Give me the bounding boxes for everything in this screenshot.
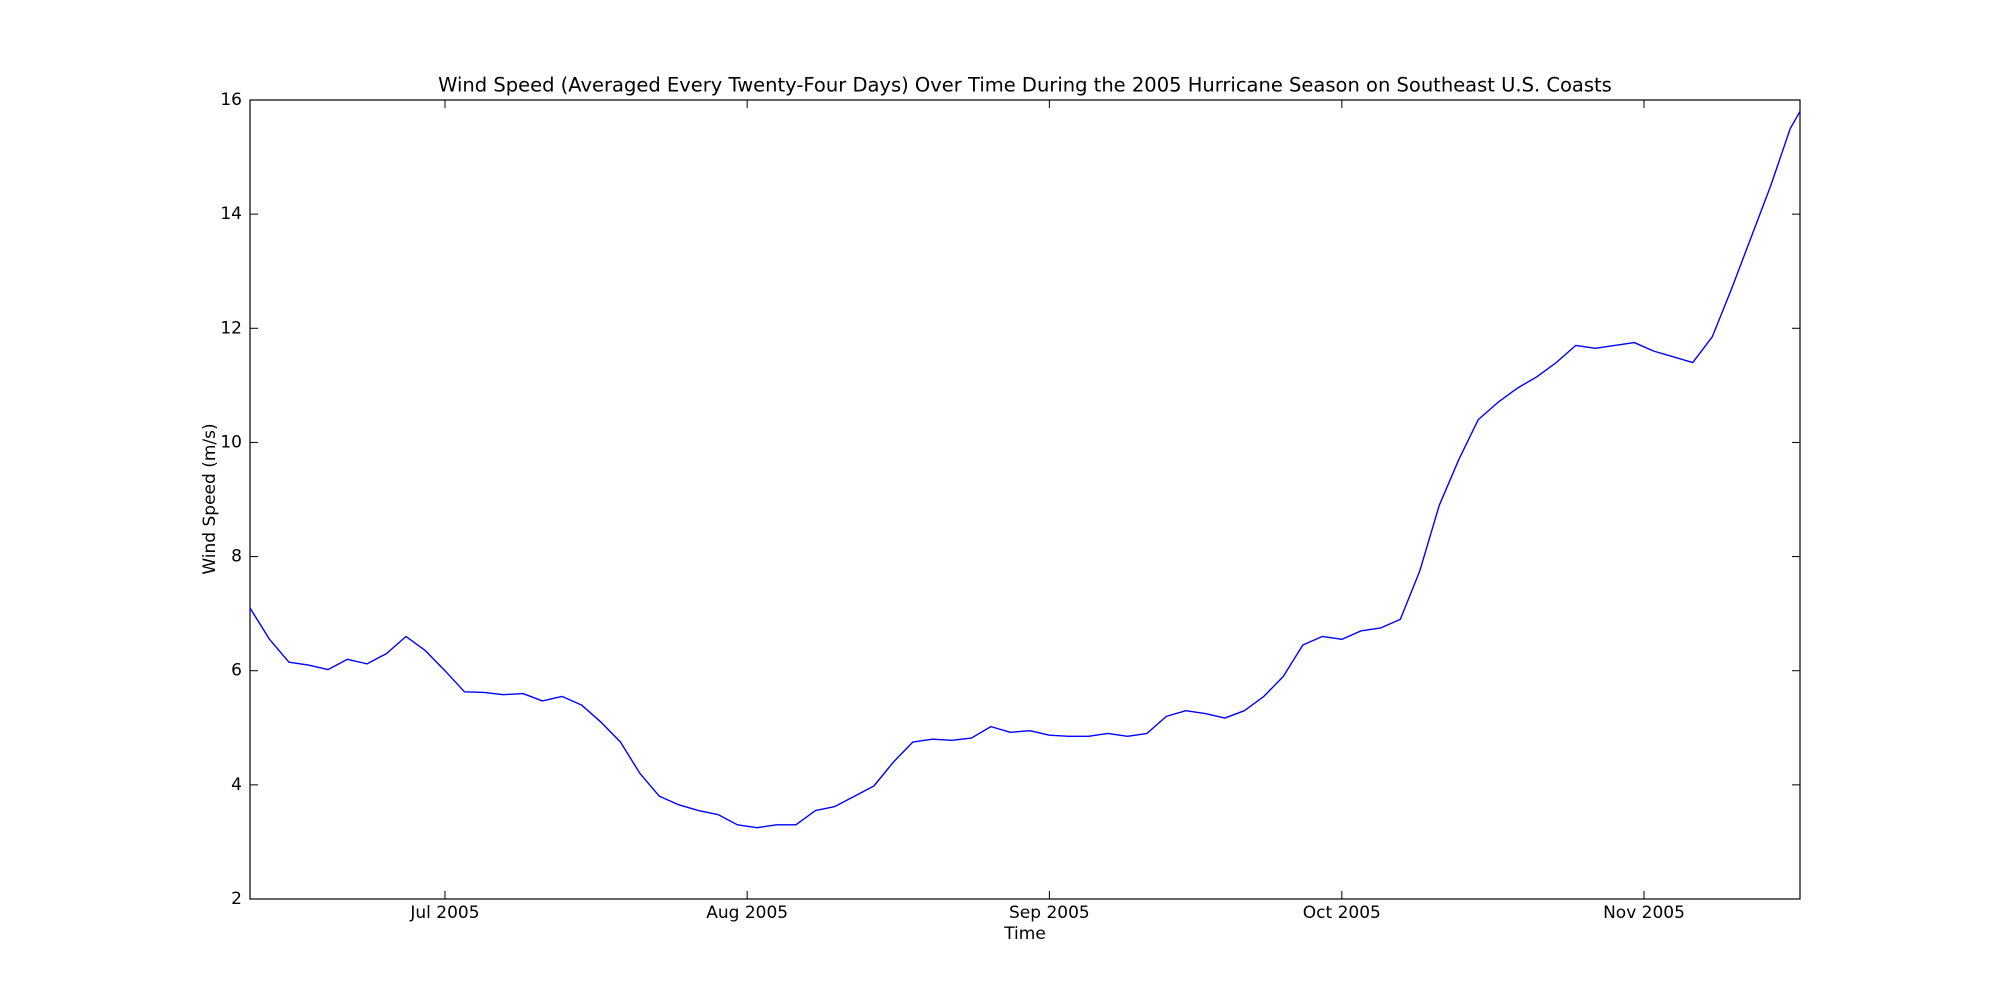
y-tick-label: 14 bbox=[220, 204, 242, 224]
y-tick-label: 16 bbox=[220, 90, 242, 110]
x-tick-label: Jul 2005 bbox=[409, 903, 479, 923]
y-tick-label: 12 bbox=[220, 318, 242, 338]
y-tick-label: 6 bbox=[231, 661, 242, 681]
y-tick-label: 8 bbox=[231, 547, 242, 567]
x-axis-label: Time bbox=[1003, 924, 1046, 944]
x-tick-label: Oct 2005 bbox=[1303, 903, 1381, 923]
x-tick-label: Sep 2005 bbox=[1009, 903, 1090, 923]
y-tick-label: 10 bbox=[220, 432, 242, 452]
y-axis-label: Wind Speed (m/s) bbox=[200, 423, 220, 574]
data-line bbox=[249, 111, 1801, 829]
x-tick-label: Aug 2005 bbox=[706, 903, 788, 923]
chart-title: Wind Speed (Averaged Every Twenty-Four D… bbox=[438, 74, 1612, 97]
x-tick-label: Nov 2005 bbox=[1603, 903, 1685, 923]
y-tick-label: 2 bbox=[231, 889, 242, 909]
plot-frame bbox=[249, 99, 1801, 900]
y-tick-label: 4 bbox=[231, 775, 242, 795]
